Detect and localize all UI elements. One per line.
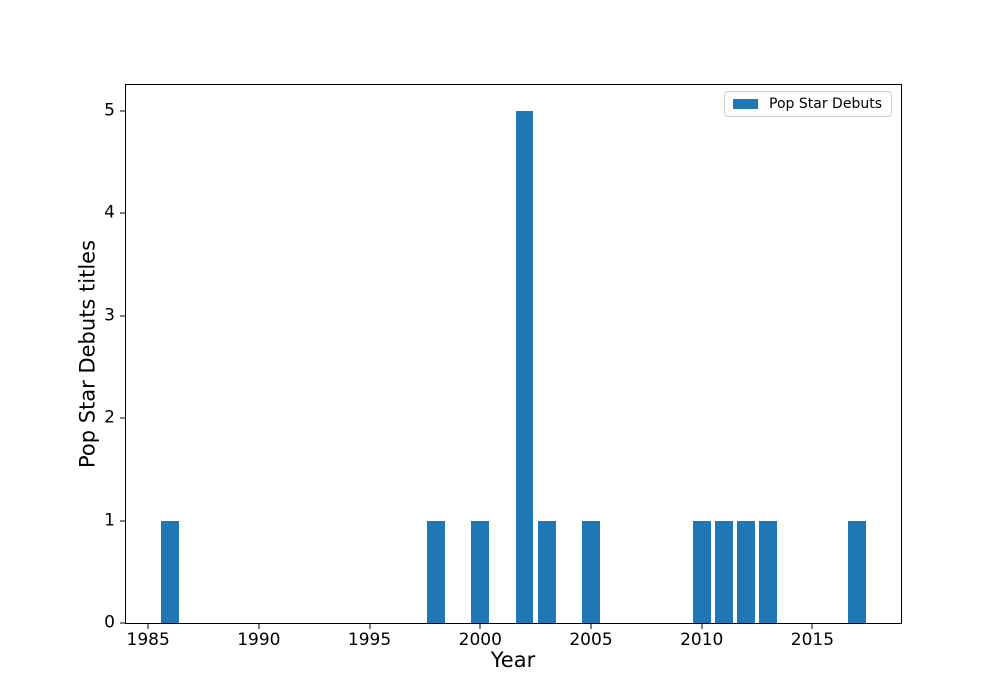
bar-2010 [692,520,711,623]
y-tick-label-4: 4 [104,202,115,223]
x-tick-label-2015: 2015 [790,630,835,650]
x-tick-1985 [147,624,149,629]
y-tick-label-1: 1 [104,510,115,531]
x-tick-2015 [811,624,813,629]
bar-2012 [737,520,755,623]
x-axis-label: Year [490,648,536,672]
x-tick-label-2010: 2010 [680,630,724,650]
y-tick-3 [120,315,125,317]
bar-1998 [427,520,445,623]
x-tick-label-1985: 1985 [126,630,170,650]
x-tick-1995 [369,624,371,629]
legend-swatch-icon [733,99,759,109]
legend: Pop Star Debuts [724,91,892,117]
y-tick-5 [120,110,125,112]
y-tick-2 [120,417,125,419]
bar-2011 [715,520,733,623]
legend-label: Pop Star Debuts [769,96,882,112]
y-tick-0 [120,622,125,624]
bar-2005 [582,520,600,623]
x-tick-2005 [590,624,592,629]
bar-2003 [537,520,556,623]
bar-2002 [515,110,534,623]
x-tick-label-1995: 1995 [347,630,392,650]
bar-2017 [847,520,866,623]
bar-2000 [471,520,490,623]
x-tick-label-2000: 2000 [458,630,502,650]
x-tick-label-1990: 1990 [237,630,281,650]
y-tick-label-0: 0 [104,612,115,633]
y-tick-4 [120,212,125,214]
plot-area: Pop Star Debuts 1985 1990 1995 2000 2005 2010… [104,84,902,649]
y-tick-label-5: 5 [104,100,115,121]
x-tick-2010 [701,624,703,629]
x-tick-1990 [258,624,260,629]
y-tick-label-3: 3 [104,305,115,326]
y-axis-label: Pop Star Debuts titles [75,239,100,469]
y-tick-label-2: 2 [104,407,115,428]
x-tick-2000 [479,624,481,629]
bar-1986 [161,520,180,623]
x-tick-label-2005: 2005 [569,630,613,650]
y-tick-1 [120,520,125,522]
bar-2013 [759,520,777,623]
